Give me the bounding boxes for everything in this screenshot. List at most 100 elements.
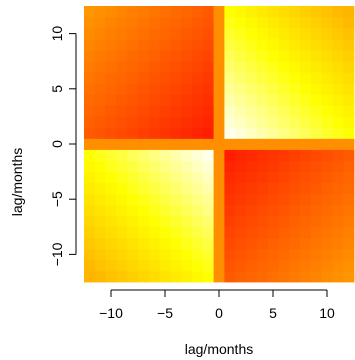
heatmap-cell: [138, 237, 150, 250]
heatmap-cell: [94, 237, 106, 250]
heatmap-cell: [127, 193, 139, 206]
heatmap-cell: [246, 127, 258, 139]
heatmap-cell: [159, 72, 171, 84]
heatmap-cell: [310, 215, 322, 228]
heatmap-cell: [256, 160, 268, 172]
heatmap-cell: [321, 226, 333, 239]
heatmap-cell: [181, 116, 193, 128]
heatmap-cell: [343, 50, 355, 62]
heatmap-cell: [192, 149, 204, 161]
heatmap-cell: [202, 237, 214, 250]
heatmap-cell: [181, 215, 193, 228]
heatmap-cell: [127, 6, 139, 18]
heatmap-cell: [332, 6, 344, 18]
heatmap-cell: [224, 50, 236, 62]
heatmap-cell: [148, 226, 160, 239]
heatmap-cell: [246, 149, 258, 161]
heatmap-cell: [213, 160, 225, 172]
y-tick-label: 5: [49, 85, 65, 93]
heatmap-cell: [138, 215, 150, 228]
heatmap-cell: [213, 270, 225, 283]
heatmap-cell: [332, 72, 344, 84]
heatmap-cell: [310, 83, 322, 95]
heatmap-cell: [170, 83, 182, 95]
heatmap-cell: [84, 149, 96, 161]
heatmap-cell: [310, 171, 322, 184]
heatmap-cell: [289, 50, 301, 62]
heatmap-cell: [310, 248, 322, 261]
heatmap-cell: [148, 259, 160, 272]
heatmap-cell: [202, 17, 214, 29]
heatmap-cell: [159, 17, 171, 29]
heatmap-cell: [300, 193, 312, 206]
heatmap-cell: [148, 193, 160, 206]
heatmap-cell: [84, 6, 96, 18]
heatmap-cell: [159, 94, 171, 106]
heatmap-cell: [181, 72, 193, 84]
heatmap-cell: [127, 127, 139, 139]
heatmap-cell: [321, 259, 333, 272]
y-axis-label: lag/months: [9, 148, 25, 216]
heatmap-cell: [332, 204, 344, 217]
heatmap-cell: [235, 138, 247, 150]
heatmap-cell: [181, 28, 193, 40]
heatmap-cell: [105, 149, 117, 161]
heatmap-cell: [202, 193, 214, 206]
heatmap-cell: [127, 226, 139, 239]
heatmap-cell: [256, 105, 268, 117]
heatmap-cell: [267, 127, 279, 139]
heatmap-cell: [181, 83, 193, 95]
heatmap-cell: [138, 116, 150, 128]
heatmap-cell: [246, 94, 258, 106]
heatmap-cell: [256, 138, 268, 150]
heatmap-cell: [148, 248, 160, 261]
heatmap-cell: [224, 248, 236, 261]
heatmap-cell: [278, 28, 290, 40]
heatmap-cell: [170, 28, 182, 40]
heatmap-cell: [267, 39, 279, 51]
heatmap-cell: [310, 204, 322, 217]
heatmap-cell: [224, 61, 236, 73]
heatmap-cell: [256, 50, 268, 62]
heatmap-cell: [343, 259, 355, 272]
heatmap-cell: [138, 72, 150, 84]
heatmap-cell: [213, 237, 225, 250]
heatmap-cell: [192, 270, 204, 283]
heatmap-cell: [224, 171, 236, 184]
heatmap-cell: [127, 204, 139, 217]
heatmap-cell: [310, 237, 322, 250]
heatmap-cell: [310, 127, 322, 139]
heatmap-cell: [116, 17, 128, 29]
heatmap-cell: [224, 138, 236, 150]
heatmap-cell: [170, 237, 182, 250]
heatmap-cell: [310, 160, 322, 172]
heatmap-cell: [170, 72, 182, 84]
heatmap-cell: [127, 83, 139, 95]
heatmap-cell: [300, 215, 312, 228]
heatmap-cell: [138, 171, 150, 184]
heatmap-cell: [321, 182, 333, 195]
heatmap-cell: [84, 94, 96, 106]
heatmap-cell: [224, 182, 236, 195]
heatmap-cell: [94, 83, 106, 95]
heatmap-cell: [332, 248, 344, 261]
heatmap-cell: [332, 39, 344, 51]
heatmap-cell: [202, 83, 214, 95]
heatmap-cell: [105, 160, 117, 172]
heatmap-cell: [192, 6, 204, 18]
heatmap-cell: [278, 138, 290, 150]
heatmap-cell: [289, 215, 301, 228]
heatmap-cell: [148, 94, 160, 106]
heatmap-cell: [94, 72, 106, 84]
heatmap-cell: [289, 17, 301, 29]
heatmap-cell: [148, 6, 160, 18]
heatmap-cell: [343, 105, 355, 117]
heatmap-cell: [246, 215, 258, 228]
heatmap-cell: [159, 182, 171, 195]
heatmap-cell: [246, 204, 258, 217]
heatmap-cell: [267, 248, 279, 261]
heatmap-cell: [170, 226, 182, 239]
heatmap-cell: [94, 116, 106, 128]
heatmap-cell: [332, 116, 344, 128]
heatmap-cell: [159, 160, 171, 172]
